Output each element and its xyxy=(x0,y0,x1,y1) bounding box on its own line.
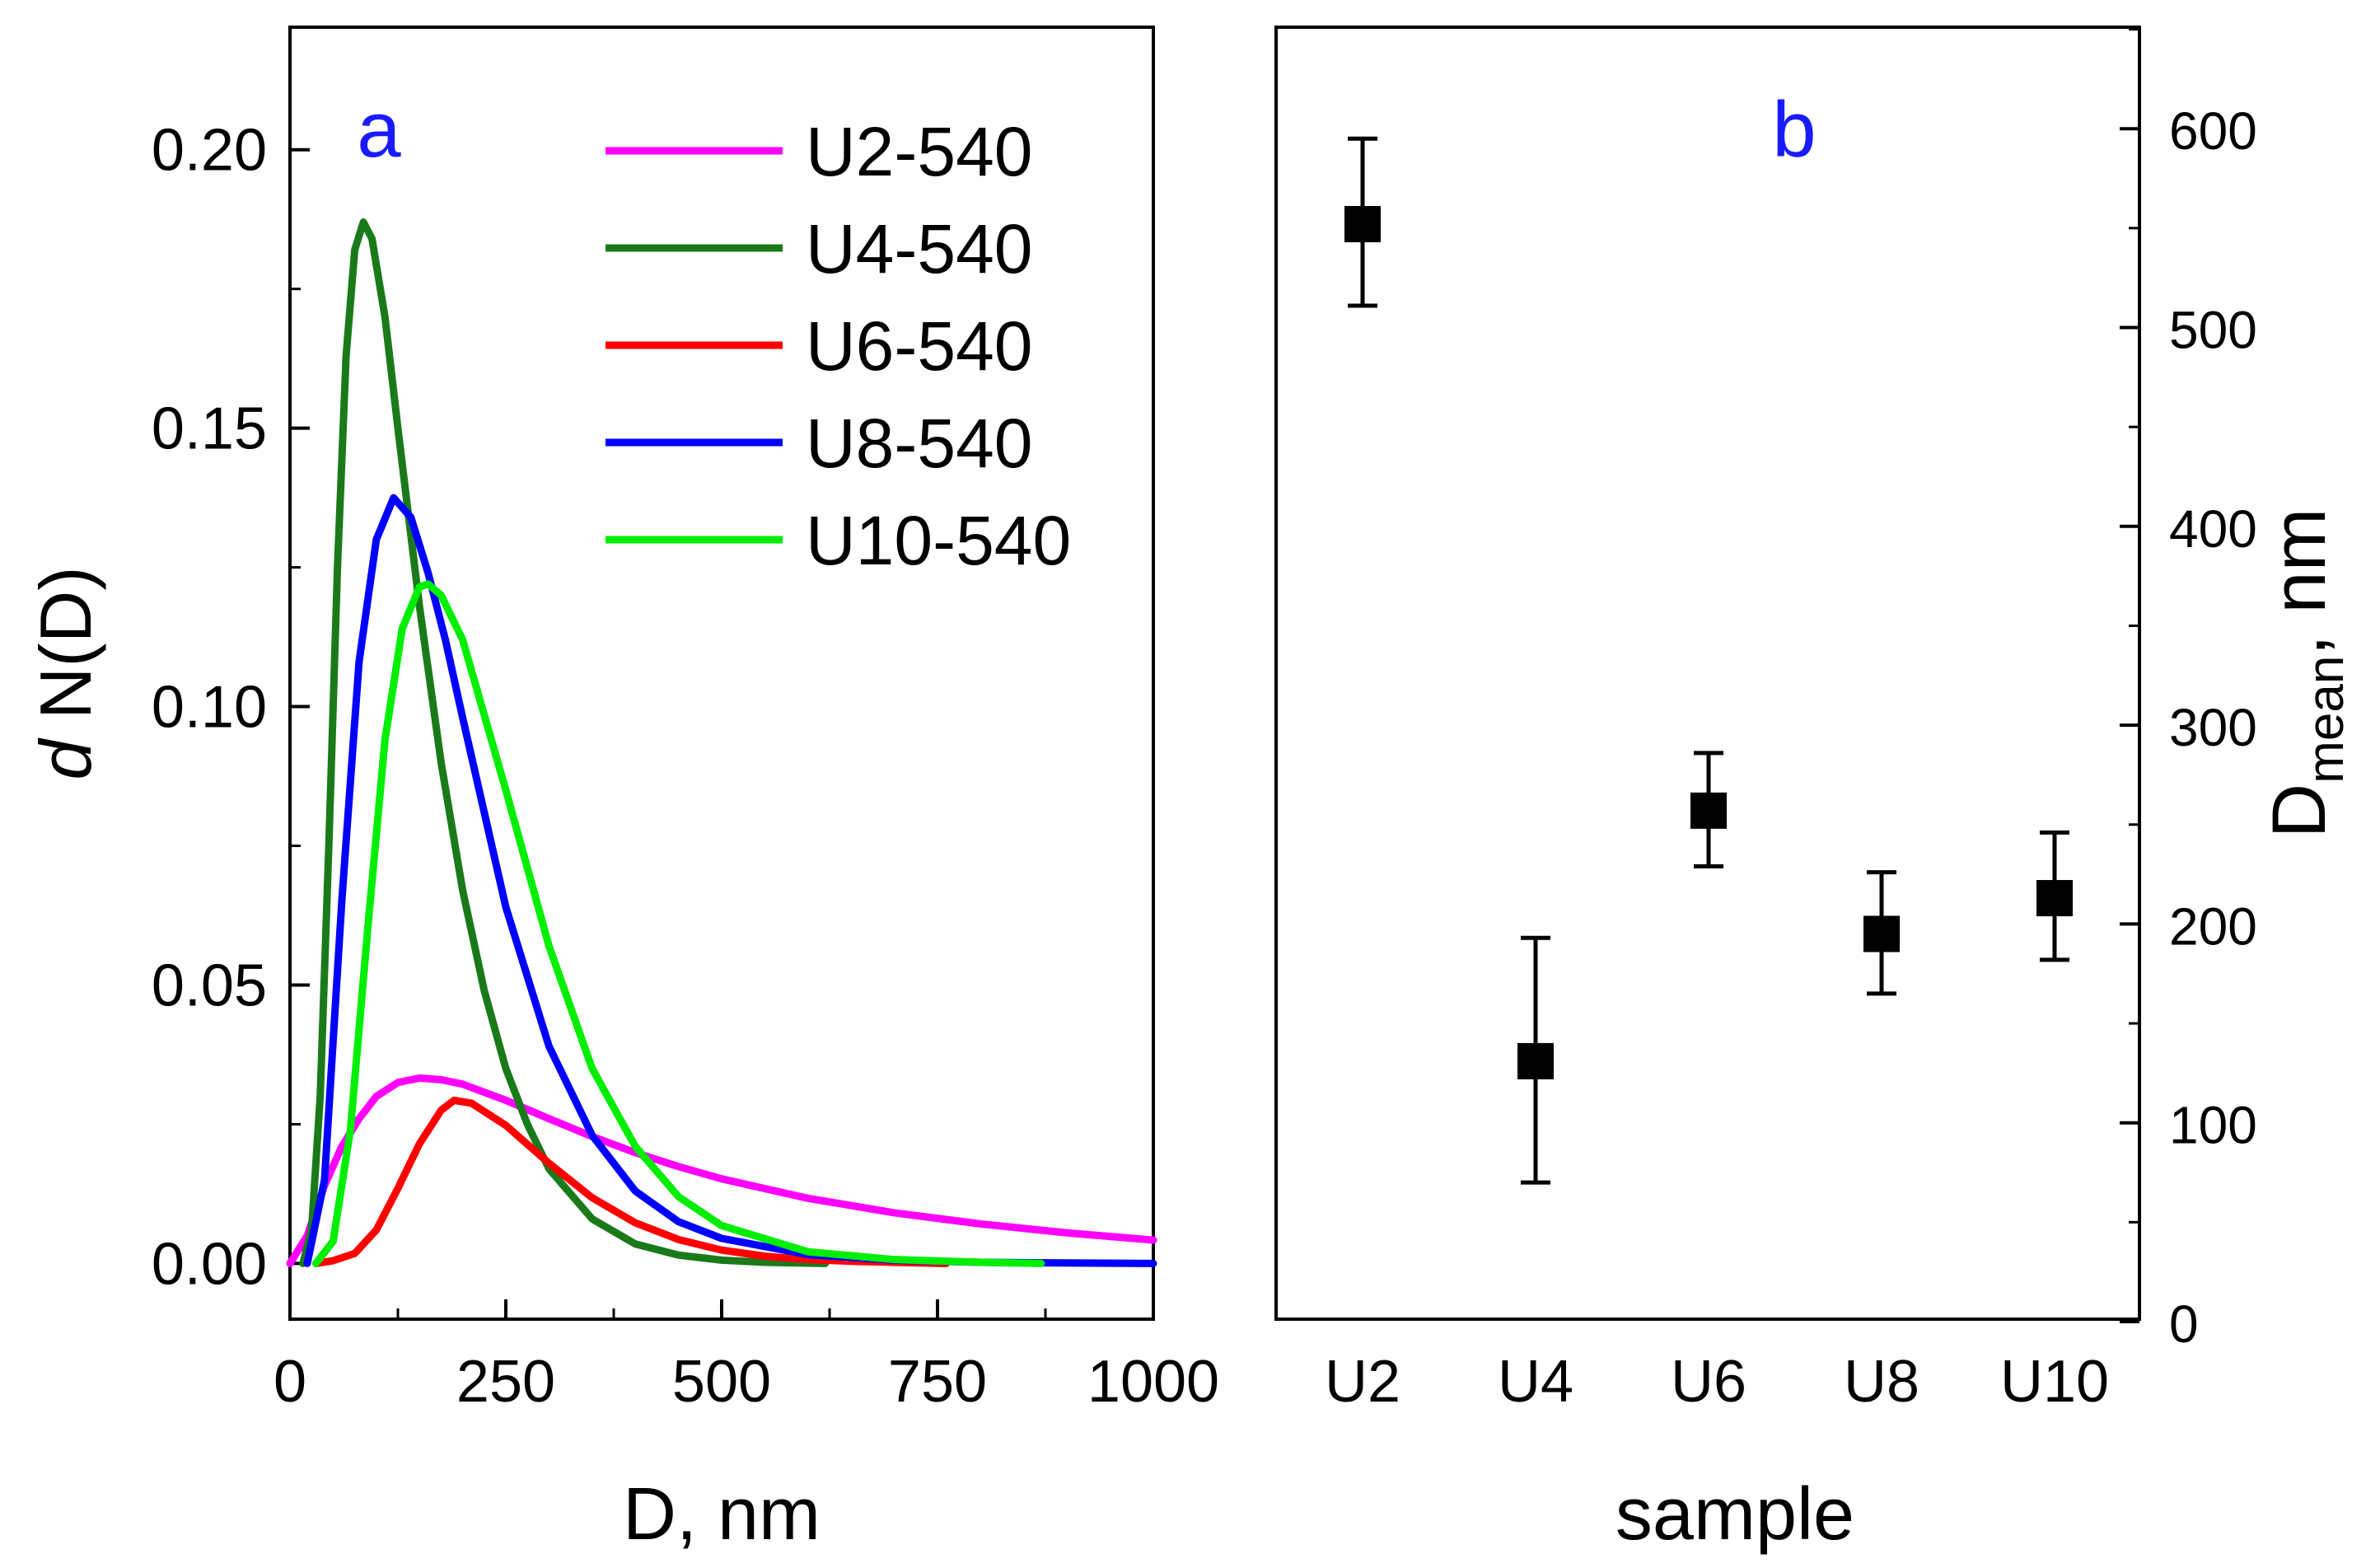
x-tick-label: 500 xyxy=(672,1349,771,1415)
panel-a-y-axis-label: d N(D) xyxy=(25,566,106,779)
x-tick-label-u2: U2 xyxy=(1325,1349,1400,1415)
legend-label-u10-540: U10-540 xyxy=(806,502,1071,579)
data-point-u6 xyxy=(1690,751,1727,868)
y-tick-label: 0 xyxy=(2169,1294,2199,1354)
panel-a-series xyxy=(286,218,1157,1267)
x-tick-label: 250 xyxy=(456,1349,555,1415)
panel-b-y-axis-label-tail: , nm xyxy=(2257,508,2341,656)
data-point-u8 xyxy=(1863,870,1900,996)
series-line-u8-540 xyxy=(303,494,1157,1267)
y-tick-label: 500 xyxy=(2169,301,2257,360)
series-line-u6-540 xyxy=(311,1096,950,1267)
legend-label-u6-540: U6-540 xyxy=(806,307,1033,385)
y-tick-label: 300 xyxy=(2169,698,2257,757)
legend-label-u2-540: U2-540 xyxy=(806,113,1033,190)
x-tick-label-u8: U8 xyxy=(1844,1349,1919,1415)
y-tick-label: 0.00 xyxy=(152,1231,267,1297)
panel-a-y-axis-label-italic: d xyxy=(25,737,106,780)
panel-a-legend: U2-540 U4-540 U6-540 U8-540 U10-540 xyxy=(606,113,1071,579)
legend-label-u8-540: U8-540 xyxy=(806,405,1033,482)
y-tick-label: 0.15 xyxy=(152,396,267,462)
y-tick-label: 0.10 xyxy=(152,675,267,741)
panel-b-points xyxy=(1344,136,2073,1185)
y-tick-label: 400 xyxy=(2169,499,2257,559)
panel-b-y-axis-label-main: D xyxy=(2257,784,2341,838)
y-tick-label: 0.05 xyxy=(152,953,267,1018)
panel-b-plot-frame xyxy=(1274,26,2141,1321)
panel-a-y-axis-label-rest: N(D) xyxy=(25,566,106,739)
y-tick-label: 600 xyxy=(2169,101,2257,161)
panel-a-label: a xyxy=(357,86,401,174)
y-tick-label: 200 xyxy=(2169,896,2257,956)
x-tick-label: 750 xyxy=(888,1349,987,1415)
panel-b-y-axis-label-sub: mean xyxy=(2298,656,2354,784)
panel-a: 0 250 500 750 1000 0.00 0.05 0.10 0.15 0.20 a U2-… xyxy=(25,26,1219,1556)
data-point-u2 xyxy=(1344,136,1381,308)
x-tick-label: 0 xyxy=(274,1349,306,1415)
square-marker xyxy=(1863,915,1900,953)
y-tick-label: 0.20 xyxy=(152,118,267,184)
x-tick-label: 1000 xyxy=(1087,1349,1219,1415)
legend-label-u4-540: U4-540 xyxy=(806,210,1033,288)
square-marker xyxy=(1690,792,1727,829)
panel-a-ticks: 0 250 500 750 1000 0.00 0.05 0.10 0.15 0.20 xyxy=(152,118,1219,1415)
series-line-u10-540 xyxy=(311,580,1045,1267)
panel-a-x-axis-label: D, nm xyxy=(623,1473,821,1556)
y-tick-label: 100 xyxy=(2169,1096,2257,1155)
panel-b-label: b xyxy=(1772,86,1816,174)
x-tick-label-u4: U4 xyxy=(1498,1349,1573,1415)
square-marker xyxy=(1517,1042,1554,1079)
series-line-u4-540 xyxy=(299,218,830,1267)
panel-b-y-axis-label: Dmean, nm xyxy=(2257,508,2354,838)
x-tick-label-u6: U6 xyxy=(1671,1349,1746,1415)
square-marker xyxy=(2036,880,2073,917)
panel-b-x-axis-label: sample xyxy=(1616,1473,1854,1556)
data-point-u10 xyxy=(2036,830,2073,962)
x-tick-label-u10: U10 xyxy=(2000,1349,2109,1415)
square-marker xyxy=(1344,206,1381,243)
data-point-u4 xyxy=(1517,935,1554,1185)
panel-b-ticks: 0 100 200 300 400 500 600 U2 U4 U6 U8 U10 xyxy=(1325,28,2257,1415)
